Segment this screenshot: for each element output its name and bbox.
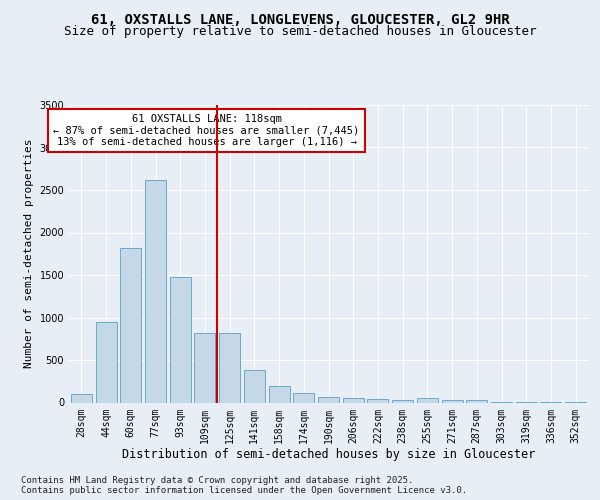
Text: Contains HM Land Registry data © Crown copyright and database right 2025.: Contains HM Land Registry data © Crown c… bbox=[21, 476, 413, 485]
Text: Contains public sector information licensed under the Open Government Licence v3: Contains public sector information licen… bbox=[21, 486, 467, 495]
Bar bbox=[269, 386, 290, 402]
Bar bbox=[95, 322, 116, 402]
Bar bbox=[170, 276, 191, 402]
Bar bbox=[120, 248, 141, 402]
Bar bbox=[392, 400, 413, 402]
Text: 61 OXSTALLS LANE: 118sqm
← 87% of semi-detached houses are smaller (7,445)
13% o: 61 OXSTALLS LANE: 118sqm ← 87% of semi-d… bbox=[53, 114, 359, 147]
Text: 61, OXSTALLS LANE, LONGLEVENS, GLOUCESTER, GL2 9HR: 61, OXSTALLS LANE, LONGLEVENS, GLOUCESTE… bbox=[91, 12, 509, 26]
Text: Size of property relative to semi-detached houses in Gloucester: Size of property relative to semi-detach… bbox=[64, 25, 536, 38]
Bar bbox=[343, 398, 364, 402]
Bar bbox=[442, 400, 463, 402]
Y-axis label: Number of semi-detached properties: Number of semi-detached properties bbox=[24, 139, 34, 368]
Bar bbox=[71, 394, 92, 402]
Bar bbox=[466, 400, 487, 402]
Bar bbox=[417, 398, 438, 402]
Bar bbox=[244, 370, 265, 402]
Bar bbox=[194, 333, 215, 402]
X-axis label: Distribution of semi-detached houses by size in Gloucester: Distribution of semi-detached houses by … bbox=[122, 448, 535, 461]
Bar bbox=[318, 398, 339, 402]
Bar bbox=[219, 333, 240, 402]
Bar bbox=[145, 180, 166, 402]
Bar bbox=[293, 393, 314, 402]
Bar bbox=[367, 399, 388, 402]
